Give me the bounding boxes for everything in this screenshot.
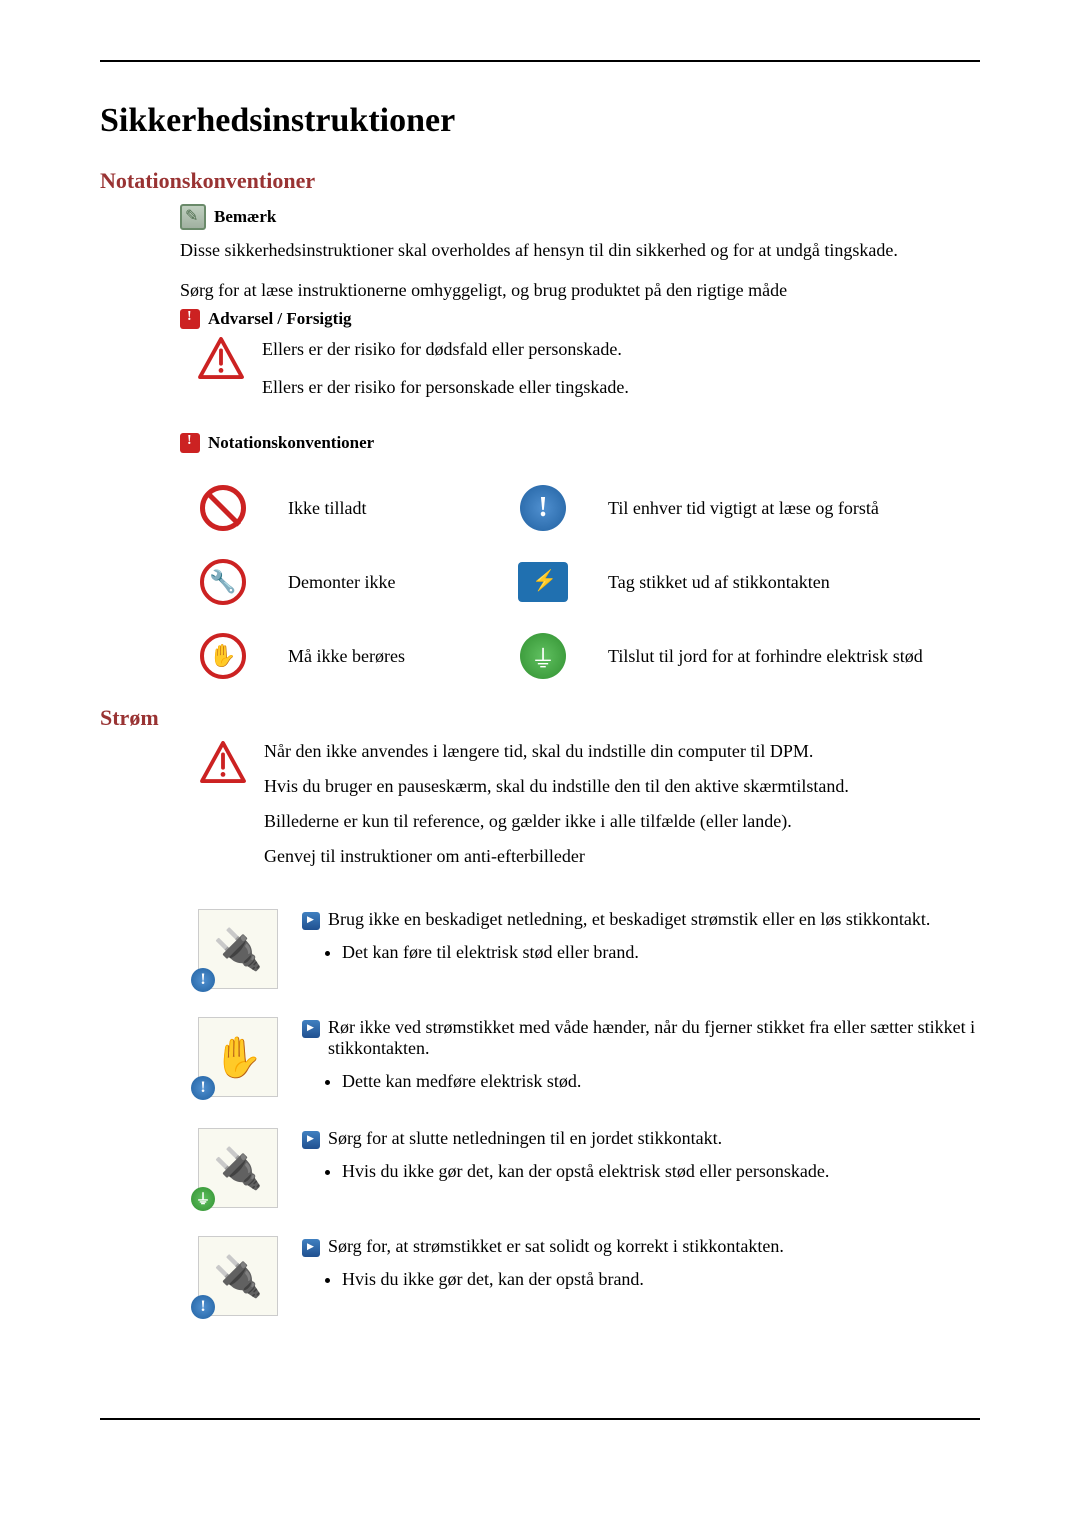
instruction-thumbnail: 🔌 xyxy=(198,909,278,989)
warning-block: Ellers er der risiko for dødsfald eller … xyxy=(198,337,980,414)
instruction-text: Sørg for, at strømstikket er sat solidt … xyxy=(302,1236,980,1298)
instruction-bullets: Dette kan medføre elektrisk stød. xyxy=(342,1071,980,1092)
instruction-bullet: Hvis du ikke gør det, kan der opstå elek… xyxy=(342,1161,980,1182)
instructions-list: 🔌 Brug ikke en beskadiget netledning, et … xyxy=(180,909,980,1316)
instruction-thumbnail: 🔌 xyxy=(198,1236,278,1316)
warning-triangle-icon xyxy=(198,337,244,379)
warning-label: Advarsel / Forsigtig xyxy=(208,309,352,329)
prohibit-icon xyxy=(198,483,248,533)
section-notation-heading: Notationskonventioner xyxy=(100,168,980,194)
info-icon xyxy=(518,483,568,533)
ground-icon xyxy=(518,631,568,681)
instruction-row: 🔌 Sørg for at slutte netledningen til en … xyxy=(198,1128,980,1208)
instruction-heading: Sørg for at slutte netledningen til en j… xyxy=(302,1128,980,1149)
power-intro-p2: Hvis du bruger en pauseskærm, skal du in… xyxy=(264,776,849,797)
instruction-text: Sørg for at slutte netledningen til en j… xyxy=(302,1128,980,1190)
instruction-bullet: Hvis du ikke gør det, kan der opstå bran… xyxy=(342,1269,980,1290)
ground-badge-icon xyxy=(191,1187,215,1211)
remark-row: Bemærk xyxy=(180,204,980,230)
instruction-bullets: Hvis du ikke gør det, kan der opstå elek… xyxy=(342,1161,980,1182)
document-page: Sikkerhedsinstruktioner Notationskonvent… xyxy=(100,60,980,1420)
unplug-label: Tag stikket ud af stikkontakten xyxy=(608,572,980,593)
power-intro-texts: Når den ikke anvendes i længere tid, ska… xyxy=(264,741,849,881)
instruction-heading: Brug ikke en beskadiget netledning, et b… xyxy=(302,909,980,930)
warning-texts: Ellers er der risiko for dødsfald eller … xyxy=(262,337,629,414)
arrow-icon xyxy=(302,912,320,930)
arrow-icon xyxy=(302,1020,320,1038)
instruction-text: Brug ikke en beskadiget netledning, et b… xyxy=(302,909,980,971)
instruction-text: Rør ikke ved strømstikket med våde hænde… xyxy=(302,1017,980,1100)
disassemble-label: Demonter ikke xyxy=(288,572,498,593)
arrow-icon xyxy=(302,1239,320,1257)
instruction-heading: Rør ikke ved strømstikket med våde hænde… xyxy=(302,1017,980,1059)
ground-label: Tilslut til jord for at forhindre elektr… xyxy=(608,646,980,667)
warning-triangle-icon xyxy=(200,741,246,783)
notation-grid: Ikke tilladt Til enhver tid vigtigt at l… xyxy=(198,483,980,681)
power-intro-p1: Når den ikke anvendes i længere tid, ska… xyxy=(264,741,849,762)
pencil-icon xyxy=(180,204,206,230)
info-badge-icon xyxy=(191,1295,215,1319)
instruction-bullets: Det kan føre til elektrisk stød eller br… xyxy=(342,942,980,963)
exclamation-icon xyxy=(180,309,200,329)
section-power-heading: Strøm xyxy=(100,705,980,731)
warning-header-row: Advarsel / Forsigtig xyxy=(180,309,980,329)
power-intro-p4: Genvej til instruktioner om anti-efterbi… xyxy=(264,846,849,867)
page-title: Sikkerhedsinstruktioner xyxy=(100,102,980,140)
intro-paragraph-1: Disse sikkerhedsinstruktioner skal overh… xyxy=(180,238,980,262)
instruction-heading-text: Sørg for, at strømstikket er sat solidt … xyxy=(328,1236,784,1257)
notation-subheader-row: Notationskonventioner xyxy=(180,433,980,453)
arrow-icon xyxy=(302,1131,320,1149)
instruction-bullet: Dette kan medføre elektrisk stød. xyxy=(342,1071,980,1092)
instruction-row: 🔌 Brug ikke en beskadiget netledning, et … xyxy=(198,909,980,989)
instruction-bullet: Det kan føre til elektrisk stød eller br… xyxy=(342,942,980,963)
instruction-heading-text: Brug ikke en beskadiget netledning, et b… xyxy=(328,909,930,930)
instruction-row: 🔌 Sørg for, at strømstikket er sat solidt… xyxy=(198,1236,980,1316)
instruction-bullets: Hvis du ikke gør det, kan der opstå bran… xyxy=(342,1269,980,1290)
power-intro-p3: Billederne er kun til reference, og gæld… xyxy=(264,811,849,832)
notation-subheader: Notationskonventioner xyxy=(208,433,374,453)
notouch-label: Må ikke berøres xyxy=(288,646,498,667)
exclamation-icon xyxy=(180,433,200,453)
instruction-heading: Sørg for, at strømstikket er sat solidt … xyxy=(302,1236,980,1257)
important-label: Til enhver tid vigtigt at læse og forstå xyxy=(608,498,980,519)
no-touch-icon: ✋ xyxy=(198,631,248,681)
remark-label: Bemærk xyxy=(214,207,276,227)
instruction-row: ✋ Rør ikke ved strømstikket med våde hænd… xyxy=(198,1017,980,1100)
unplug-icon xyxy=(518,557,568,607)
info-badge-icon xyxy=(191,968,215,992)
instruction-thumbnail: 🔌 xyxy=(198,1128,278,1208)
warn-text-2: Ellers er der risiko for personskade ell… xyxy=(262,375,629,399)
instruction-heading-text: Rør ikke ved strømstikket med våde hænde… xyxy=(328,1017,980,1059)
instruction-heading-text: Sørg for at slutte netledningen til en j… xyxy=(328,1128,722,1149)
prohibit-label: Ikke tilladt xyxy=(288,498,498,519)
instruction-thumbnail: ✋ xyxy=(198,1017,278,1097)
notation-content: Bemærk Disse sikkerhedsinstruktioner ska… xyxy=(180,204,980,681)
info-badge-icon xyxy=(191,1076,215,1100)
power-intro-block: Når den ikke anvendes i længere tid, ska… xyxy=(200,741,980,881)
intro-paragraph-2: Sørg for at læse instruktionerne omhygge… xyxy=(180,278,980,302)
no-disassemble-icon: 🔧 xyxy=(198,557,248,607)
warn-text-1: Ellers er der risiko for dødsfald eller … xyxy=(262,337,629,361)
